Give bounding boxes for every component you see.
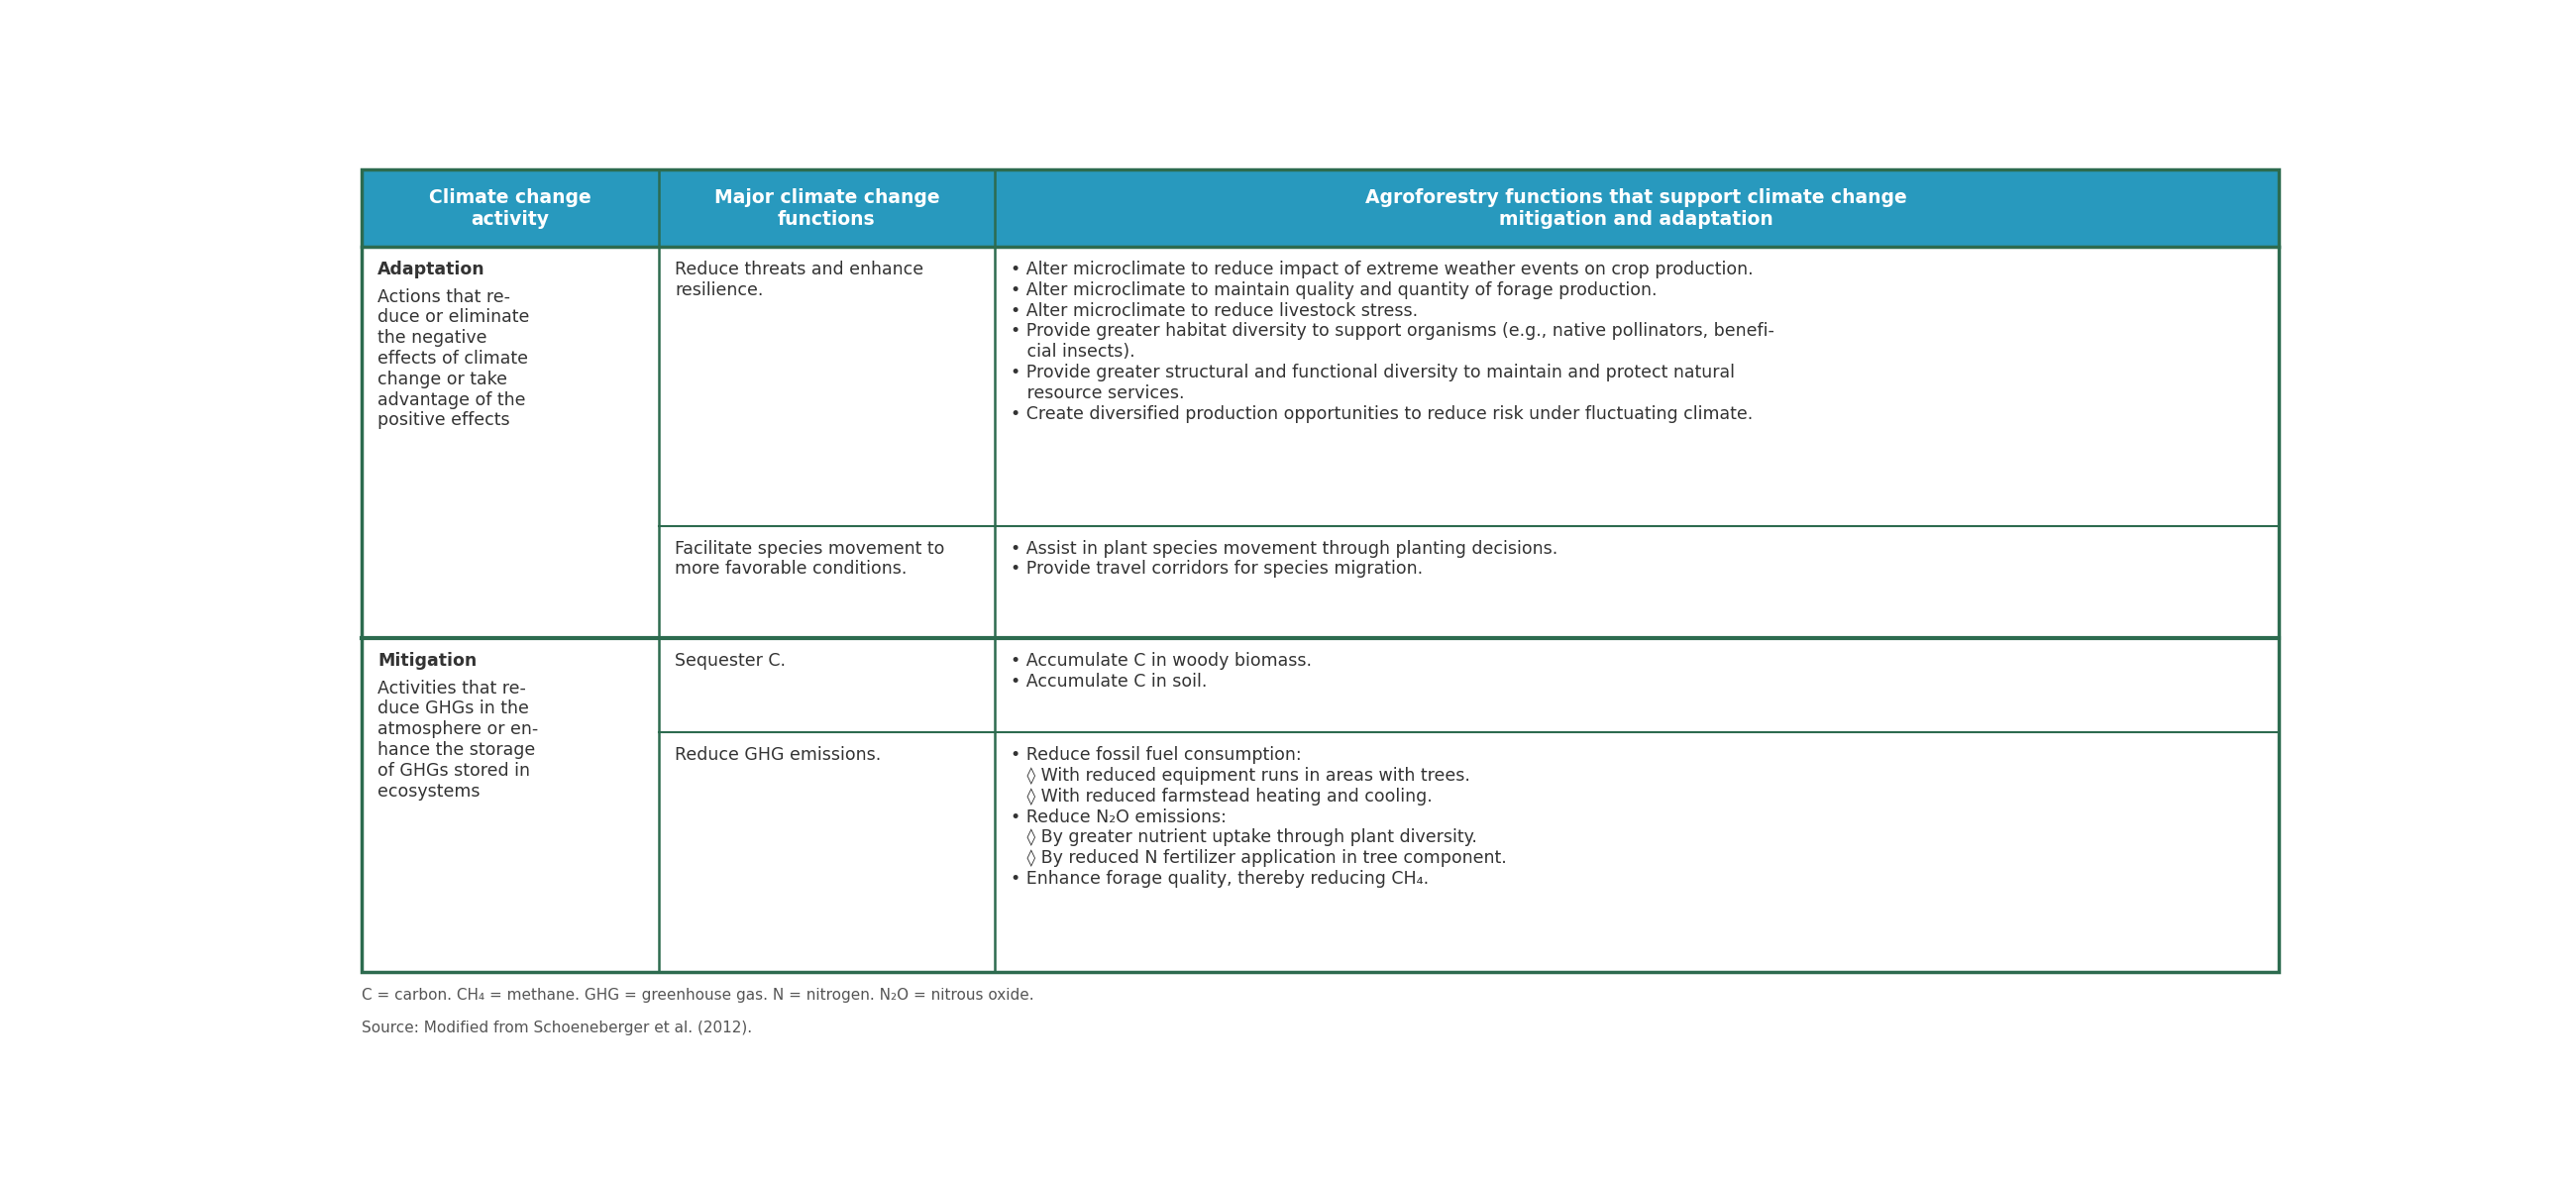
- Text: Sequester C.: Sequester C.: [675, 652, 786, 670]
- Text: Major climate change
functions: Major climate change functions: [714, 188, 940, 229]
- Text: Agroforestry functions that support climate change
mitigation and adaptation: Agroforestry functions that support clim…: [1365, 188, 1906, 229]
- FancyBboxPatch shape: [361, 247, 2277, 972]
- Text: • Reduce fossil fuel consumption:
   ◊ With reduced equipment runs in areas with: • Reduce fossil fuel consumption: ◊ With…: [1010, 746, 1507, 888]
- Text: Source: Modified from Schoeneberger et al. (2012).: Source: Modified from Schoeneberger et a…: [361, 1021, 752, 1035]
- Text: Reduce GHG emissions.: Reduce GHG emissions.: [675, 746, 881, 764]
- Text: Climate change
activity: Climate change activity: [430, 188, 592, 229]
- Text: • Alter microclimate to reduce impact of extreme weather events on crop producti: • Alter microclimate to reduce impact of…: [1010, 260, 1775, 423]
- Text: Reduce threats and enhance
resilience.: Reduce threats and enhance resilience.: [675, 260, 925, 300]
- Text: • Assist in plant species movement through planting decisions.
• Provide travel : • Assist in plant species movement throu…: [1010, 540, 1558, 578]
- FancyBboxPatch shape: [361, 169, 2277, 247]
- Text: Adaptation: Adaptation: [379, 260, 484, 278]
- Text: C = carbon. CH₄ = methane. GHG = greenhouse gas. N = nitrogen. N₂O = nitrous oxi: C = carbon. CH₄ = methane. GHG = greenho…: [361, 989, 1036, 1003]
- Text: Facilitate species movement to
more favorable conditions.: Facilitate species movement to more favo…: [675, 540, 945, 578]
- Text: Mitigation: Mitigation: [379, 652, 477, 670]
- Text: • Accumulate C in woody biomass.
• Accumulate C in soil.: • Accumulate C in woody biomass. • Accum…: [1010, 652, 1311, 690]
- Text: Actions that re-
duce or eliminate
the negative
effects of climate
change or tak: Actions that re- duce or eliminate the n…: [379, 288, 531, 430]
- Text: Activities that re-
duce GHGs in the
atmosphere or en-
hance the storage
of GHGs: Activities that re- duce GHGs in the atm…: [379, 680, 538, 800]
